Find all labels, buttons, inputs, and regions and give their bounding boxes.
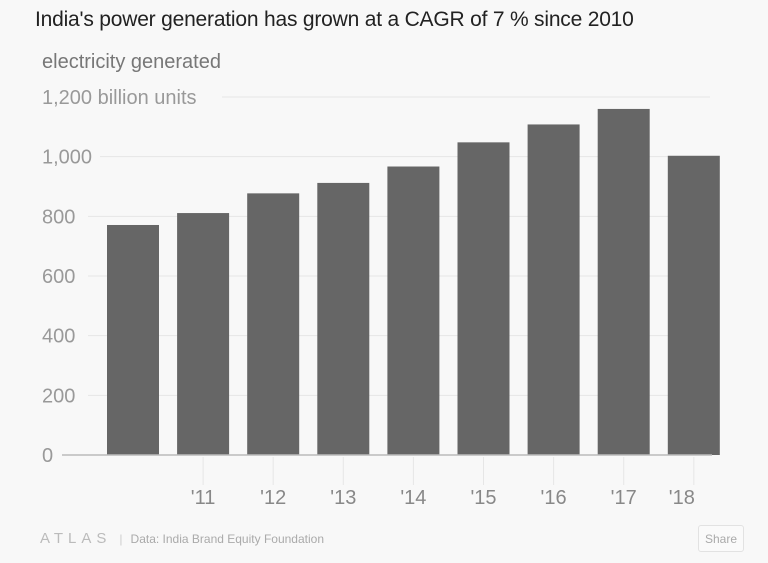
x-tick-label: '11: [191, 487, 216, 509]
x-tick-label: '18: [669, 487, 695, 509]
bar: [177, 213, 230, 455]
y-tick-label: 400: [42, 326, 75, 348]
y-tick-label: 1,000: [42, 147, 92, 169]
x-tick-label: '12: [260, 487, 286, 509]
bar: [527, 124, 580, 456]
y-tick-label: 1,200 billion units: [42, 87, 197, 109]
y-tick-label: 0: [42, 445, 53, 467]
bar: [317, 182, 370, 456]
share-button[interactable]: Share: [698, 525, 744, 552]
x-tick-label: '14: [400, 487, 426, 509]
bar-chart: 0 200 400 600 800 1,000 1,200 billion units '11…: [42, 87, 720, 509]
y-tick-label: 800: [42, 206, 75, 228]
bar: [107, 224, 159, 455]
x-tick-label: '13: [330, 487, 356, 509]
bar: [387, 166, 440, 456]
x-tick-label: '17: [611, 487, 637, 509]
atlas-logo[interactable]: ATLAS: [40, 530, 112, 547]
x-tick-label: '16: [541, 487, 567, 509]
x-tick-label: '15: [470, 487, 496, 509]
bar: [667, 155, 720, 455]
bar: [597, 108, 650, 455]
chart-title: India's power generation has grown at a …: [35, 8, 634, 31]
source-note: Data: India Brand Equity Foundation: [130, 531, 324, 546]
bar: [247, 193, 300, 455]
y-tick-label: 200: [42, 385, 75, 407]
footer-separator: |: [119, 531, 123, 546]
chart-subtitle: electricity generated: [42, 51, 221, 73]
y-tick-label: 600: [42, 266, 75, 288]
footer: ATLAS | Data: India Brand Equity Foundat…: [40, 530, 324, 547]
bar: [457, 142, 510, 455]
